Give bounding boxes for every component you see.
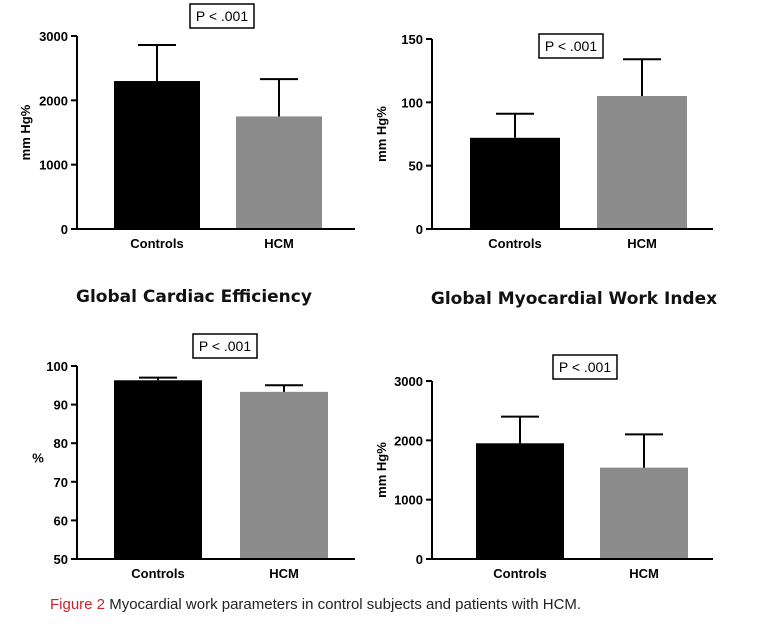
p-value-box [192,333,258,359]
y-axis-label: % [32,451,44,466]
x-tick-label: Controls [488,236,541,251]
y-tick-label: 60 [54,513,68,528]
chart-panel: Controls HCM 0 1000 2000 3000 mm Hg% P < .001 [18,3,355,251]
chart-panel: Controls HCM 0 1000 2000 3000 mm Hg% P < .001 Gl… [374,289,717,581]
chart-title: Global Cardiac Efficiency [76,287,312,307]
bar [236,116,322,229]
caption-text: Myocardial work parameters in control su… [109,596,582,613]
y-tick-label: 50 [54,552,68,567]
chart-title: Global Myocardial Work Index [431,289,717,309]
p-value-box [189,3,255,29]
x-tick-label: Controls [130,236,183,251]
x-tick-label: Controls [131,566,184,581]
y-tick-label: 50 [409,159,423,174]
y-tick-label: 3000 [394,374,423,389]
y-axis-label: mm Hg% [374,442,389,498]
y-axis-label: mm Hg% [374,106,389,162]
y-tick-label: 0 [416,552,423,567]
p-value-annotation: P < .001 [545,38,598,54]
x-tick-label: HCM [264,236,294,251]
y-tick-label: 70 [54,475,68,490]
x-tick-label: HCM [629,566,659,581]
y-tick-label: 100 [401,95,423,110]
y-tick-label: 0 [61,222,68,237]
y-tick-label: 100 [46,359,68,374]
p-value-annotation: P < .001 [559,359,612,375]
bar [240,391,328,559]
y-tick-label: 80 [54,436,68,451]
y-tick-label: 1000 [39,158,68,173]
bar [470,137,560,229]
y-tick-label: 90 [54,398,68,413]
figure-caption: Figure 2 Myocardial work parameters in c… [50,596,581,613]
p-value-box [538,33,604,59]
chart-panel: Controls HCM 50 60 70 80 90 100% P < .001 Global … [32,287,355,581]
y-tick-label: 150 [401,32,423,47]
x-tick-label: Controls [493,566,546,581]
bar [476,443,564,559]
y-tick-label: 1000 [394,493,423,508]
caption-label: Figure 2 [50,596,106,613]
y-tick-label: 2000 [394,433,423,448]
bar [114,81,200,230]
x-tick-label: HCM [269,566,299,581]
y-tick-label: 3000 [39,29,68,44]
y-tick-label: 2000 [39,93,68,108]
bar [114,380,202,559]
p-value-annotation: P < .001 [199,338,252,354]
bar [597,96,687,229]
p-value-box [552,354,618,380]
y-tick-label: 0 [416,222,423,237]
y-axis-label: mm Hg% [18,104,33,160]
chart-panel: Controls HCM 0 50 100 150 mm Hg% P < .001 [374,32,713,251]
p-value-annotation: P < .001 [196,8,249,24]
bar [600,467,688,559]
x-tick-label: HCM [627,236,657,251]
